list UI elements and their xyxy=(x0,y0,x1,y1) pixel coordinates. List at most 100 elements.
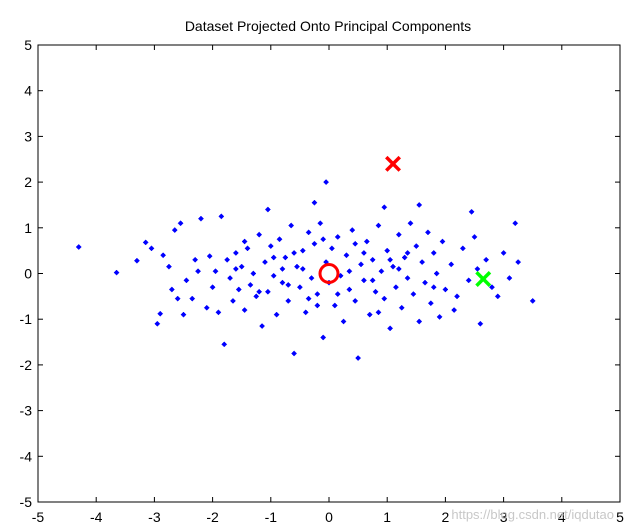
data-point xyxy=(328,245,335,252)
data-point xyxy=(232,265,239,272)
data-point xyxy=(381,295,388,302)
data-point xyxy=(282,254,289,261)
axis-ticks xyxy=(37,44,621,503)
data-point xyxy=(250,270,257,277)
data-point xyxy=(352,240,359,247)
data-point xyxy=(314,302,321,309)
data-point xyxy=(133,257,140,264)
data-point xyxy=(264,206,271,213)
x-tick-label: -5 xyxy=(32,509,45,525)
x-tick-label: 1 xyxy=(383,509,391,525)
x-tick-label: -4 xyxy=(90,509,103,525)
data-point xyxy=(177,220,184,227)
data-point xyxy=(189,295,196,302)
data-points xyxy=(75,179,536,361)
data-point xyxy=(198,215,204,222)
data-point xyxy=(238,263,245,270)
data-point xyxy=(346,268,353,275)
data-point xyxy=(512,220,519,227)
data-point xyxy=(494,293,501,300)
data-point xyxy=(241,307,248,314)
data-point xyxy=(232,249,239,256)
data-point xyxy=(241,238,248,245)
data-point xyxy=(471,233,478,240)
data-point xyxy=(416,201,423,208)
data-point xyxy=(279,279,286,286)
data-point xyxy=(180,311,187,318)
data-point xyxy=(262,259,268,266)
data-point xyxy=(515,259,522,266)
data-point xyxy=(75,244,82,250)
data-point xyxy=(288,222,295,229)
data-point xyxy=(323,179,330,186)
data-point xyxy=(299,247,306,254)
data-point xyxy=(218,213,225,220)
data-point xyxy=(247,281,254,288)
data-point xyxy=(113,269,120,276)
data-point xyxy=(398,304,405,311)
x-tick-label: 5 xyxy=(616,509,624,525)
data-point xyxy=(355,355,362,361)
x-tick-label: 4 xyxy=(558,509,566,525)
data-point xyxy=(506,275,513,282)
x-tick-label: 3 xyxy=(500,509,508,525)
x-tick-label: -3 xyxy=(148,509,161,525)
data-point xyxy=(305,229,312,236)
data-point xyxy=(422,279,428,286)
data-point xyxy=(174,295,181,302)
data-point xyxy=(253,293,260,300)
data-point xyxy=(439,238,446,245)
data-point xyxy=(436,313,443,320)
data-point xyxy=(203,304,210,311)
data-point xyxy=(459,245,466,252)
data-point xyxy=(154,320,161,327)
data-point xyxy=(419,259,426,266)
data-point xyxy=(256,231,263,238)
y-tick-label: -5 xyxy=(20,494,33,510)
data-point xyxy=(404,275,411,282)
special-markers xyxy=(318,155,492,287)
data-point xyxy=(291,350,298,357)
data-point xyxy=(401,254,408,261)
mean-circle-marker xyxy=(318,263,340,284)
watermark: https://blog.csdn.net/iqdutao xyxy=(451,507,614,522)
data-point xyxy=(165,263,172,270)
data-point xyxy=(404,249,411,256)
data-point xyxy=(424,229,431,236)
data-point xyxy=(390,263,396,270)
data-point xyxy=(311,240,318,247)
y-tick-label: -2 xyxy=(20,357,33,373)
data-point xyxy=(192,256,199,263)
data-point xyxy=(416,318,423,325)
axis-tick-labels: -5 -4 -3 -2 -1 0 1 2 3 4 5 5 4 3 2 1 0 -1 -2 -3 -4 -5 xyxy=(20,37,625,525)
data-point xyxy=(273,311,280,318)
data-point xyxy=(206,253,213,260)
data-point xyxy=(334,233,341,240)
data-point xyxy=(264,288,271,295)
y-tick-label: 2 xyxy=(24,174,32,190)
x-tick-label: -1 xyxy=(265,509,278,525)
data-point xyxy=(279,265,286,272)
data-point xyxy=(378,268,385,275)
data-point xyxy=(430,249,437,256)
y-tick-label: 1 xyxy=(24,220,32,236)
data-point xyxy=(381,204,388,211)
data-point xyxy=(442,286,449,293)
data-point xyxy=(375,222,382,229)
y-tick-label: 3 xyxy=(24,128,32,144)
data-point xyxy=(276,236,283,243)
data-point xyxy=(500,249,507,256)
data-point xyxy=(157,310,164,317)
data-point xyxy=(311,199,318,206)
data-point xyxy=(454,293,460,300)
data-point xyxy=(387,325,394,332)
data-point xyxy=(285,297,292,304)
data-point xyxy=(148,245,155,252)
data-point xyxy=(320,334,327,341)
data-point xyxy=(430,284,437,291)
data-point xyxy=(372,288,379,295)
y-tick-label: -1 xyxy=(20,311,33,327)
data-point xyxy=(256,288,263,295)
data-point xyxy=(244,245,251,252)
